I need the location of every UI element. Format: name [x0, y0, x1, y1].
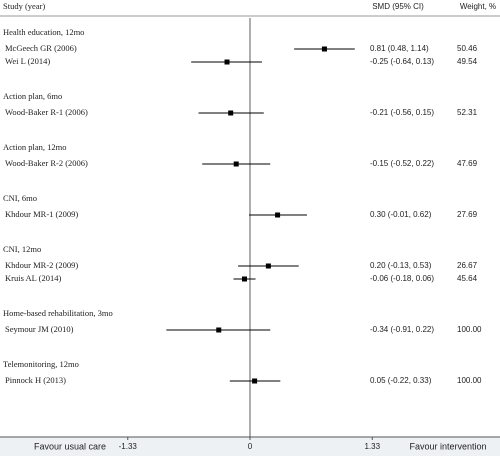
- column-header: Study (year): [3, 1, 45, 11]
- weight-label: 45.64: [457, 274, 478, 283]
- smd-label: -0.21 (-0.56, 0.15): [370, 108, 434, 117]
- weight-label: 100.00: [457, 325, 482, 334]
- study-name: Khdour MR-2 (2009): [5, 260, 78, 270]
- x-tick-label: 1.33: [364, 442, 380, 451]
- weight-label: 100.00: [457, 376, 482, 385]
- group-label: CNI, 6mo: [3, 193, 37, 203]
- group-label: Action plan, 12mo: [3, 142, 67, 152]
- smd-label: -0.06 (-0.18, 0.06): [370, 274, 434, 283]
- x-tick-label: -1.33: [119, 442, 138, 451]
- weight-label: 49.54: [457, 57, 478, 66]
- weight-label: 26.67: [457, 261, 478, 270]
- smd-label: -0.15 (-0.52, 0.22): [370, 159, 434, 168]
- smd-label: 0.20 (-0.13, 0.53): [370, 261, 432, 270]
- smd-label: -0.34 (-0.91, 0.22): [370, 325, 434, 334]
- study-name: Wood-Baker R-1 (2006): [5, 107, 88, 117]
- study-name: Seymour JM (2010): [5, 324, 74, 334]
- favour-left: Favour usual care: [34, 441, 106, 451]
- weight-label: 50.46: [457, 44, 478, 53]
- smd-label: 0.81 (0.48, 1.14): [370, 44, 429, 53]
- study-name: Wei L (2014): [5, 56, 50, 66]
- point-estimate: [224, 59, 230, 65]
- group-label: CNI, 12mo: [3, 244, 41, 254]
- smd-label: 0.05 (-0.22, 0.33): [370, 376, 432, 385]
- point-estimate: [252, 378, 258, 384]
- group-label: Telemonitoring, 12mo: [3, 359, 79, 369]
- study-name: Kruis AL (2014): [5, 273, 62, 283]
- smd-label: -0.25 (-0.64, 0.13): [370, 57, 434, 66]
- axis-band: [0, 437, 500, 456]
- point-estimate: [233, 161, 239, 167]
- group-label: Home-based rehabilitation, 3mo: [3, 308, 113, 318]
- favour-right: Favour intervention: [409, 441, 486, 451]
- group-label: Health education, 12mo: [3, 27, 84, 37]
- point-estimate: [241, 276, 247, 282]
- weight-label: 27.69: [457, 210, 478, 219]
- study-name: Wood-Baker R-2 (2006): [5, 158, 88, 168]
- study-name: Pinnock H (2013): [5, 375, 66, 385]
- study-name: Khdour MR-1 (2009): [5, 209, 78, 219]
- column-header: SMD (95% CI): [372, 2, 424, 11]
- column-header: Weight, %: [460, 2, 496, 11]
- smd-label: 0.30 (-0.01, 0.62): [370, 210, 432, 219]
- point-estimate: [321, 46, 327, 52]
- study-name: McGeech GR (2006): [5, 43, 77, 53]
- point-estimate: [228, 110, 234, 116]
- weight-label: 47.69: [457, 159, 478, 168]
- point-estimate: [216, 327, 222, 333]
- weight-label: 52.31: [457, 108, 478, 117]
- point-estimate: [275, 212, 281, 218]
- point-estimate: [265, 263, 271, 269]
- x-tick-label: 0: [248, 442, 253, 451]
- group-label: Action plan, 6mo: [3, 91, 62, 101]
